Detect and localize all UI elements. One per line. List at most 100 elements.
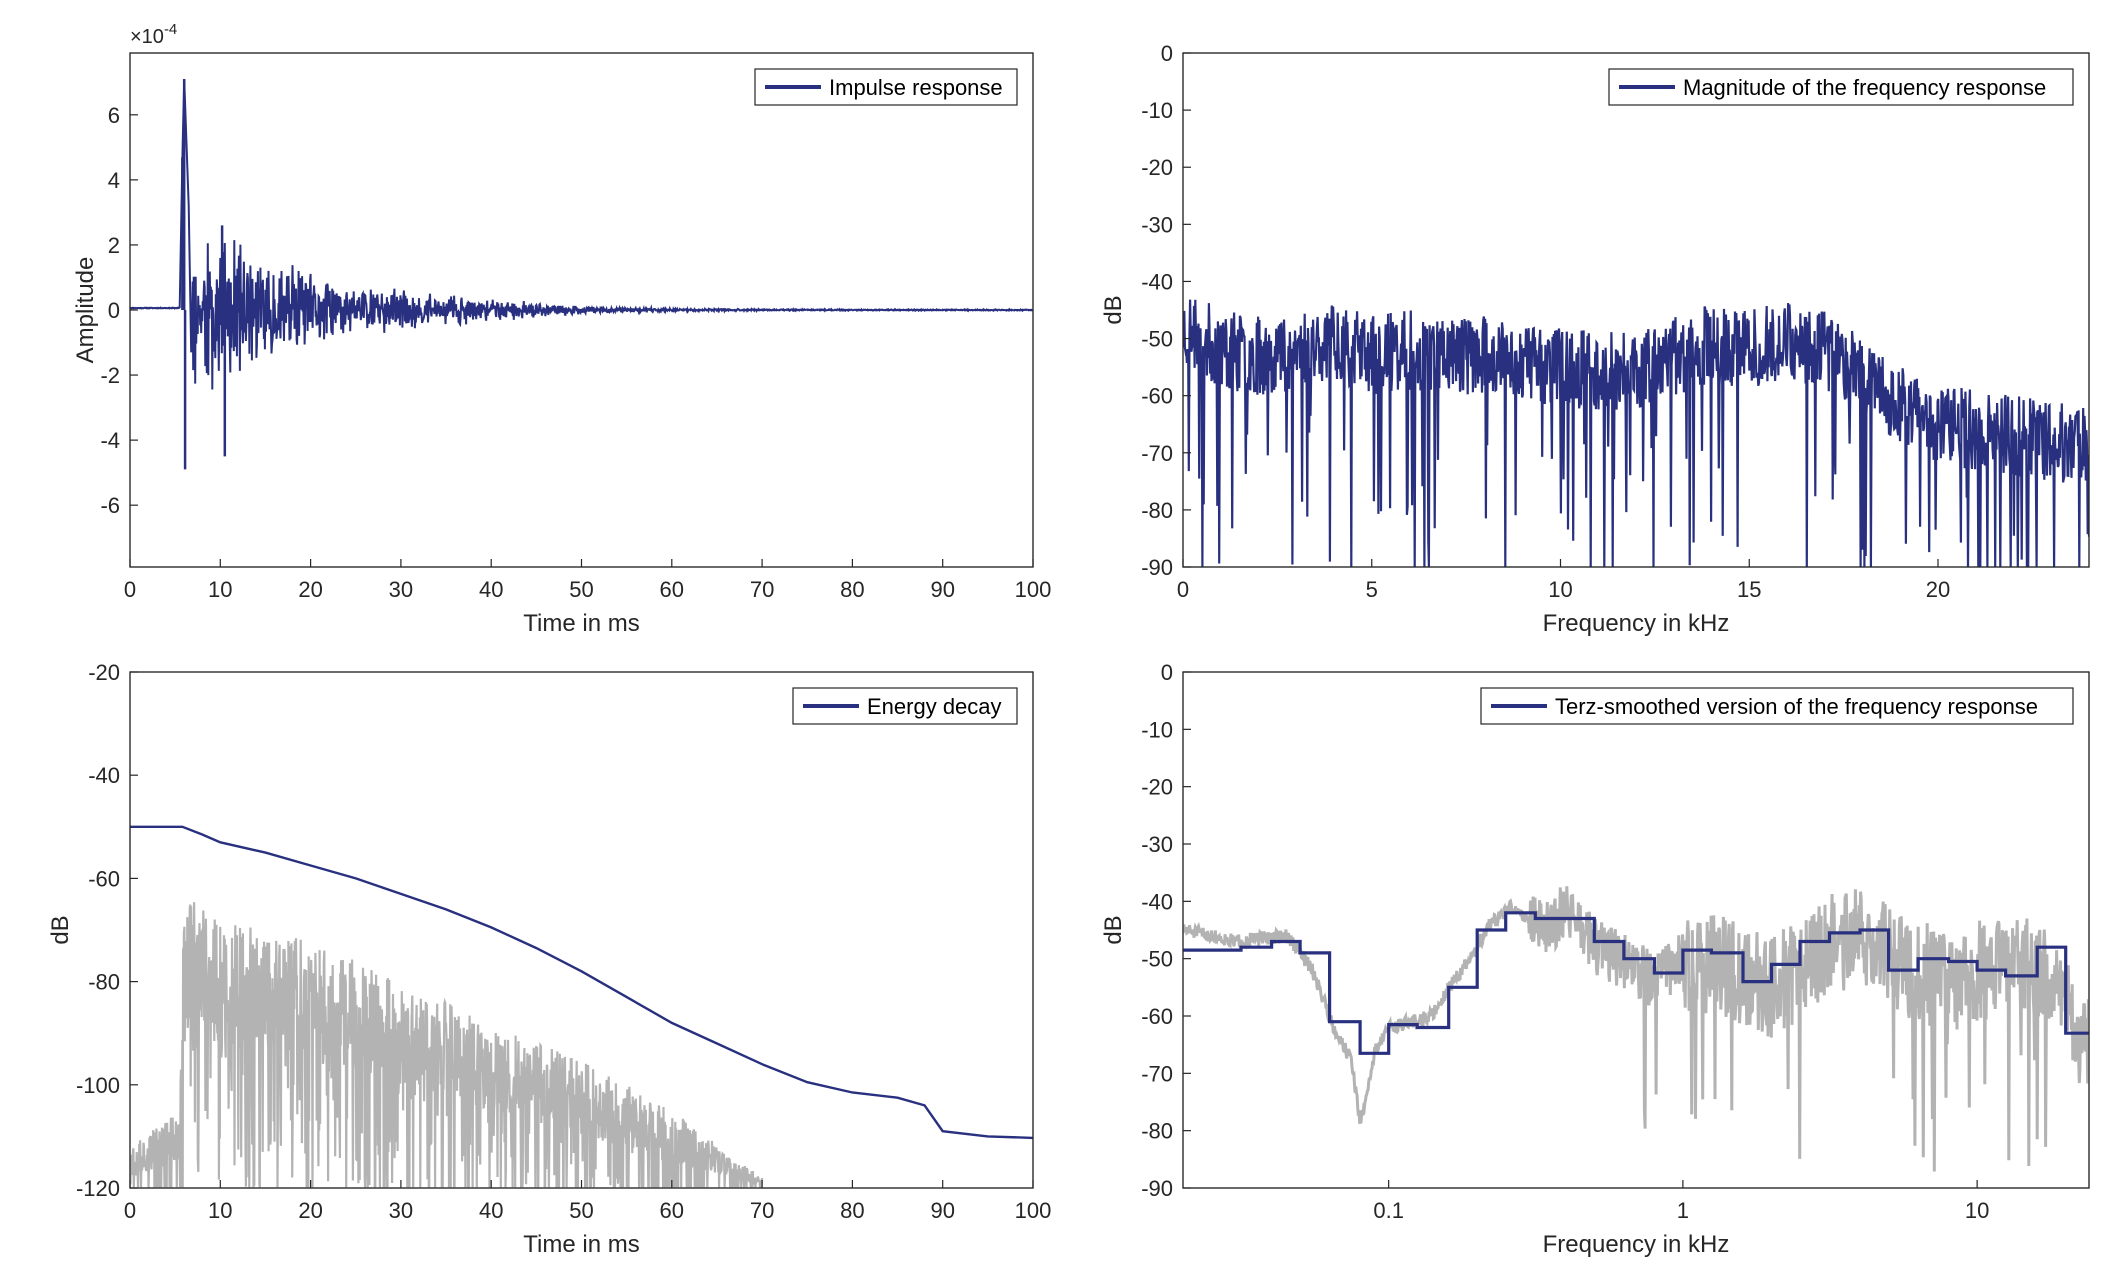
- energy-legend: Energy decay: [792, 687, 1018, 725]
- y-tick-label: -90: [1141, 555, 1173, 580]
- y-tick-label: 0: [108, 298, 120, 323]
- y-tick-label: 0: [1161, 660, 1173, 685]
- magnitude-legend-label: Magnitude of the frequency response: [1683, 75, 2046, 100]
- x-tick-label: 0: [124, 577, 136, 602]
- x-tick-label: 90: [930, 577, 954, 602]
- impulse-legend-label: Impulse response: [829, 75, 1003, 100]
- x-tick-label: 30: [389, 577, 413, 602]
- x-tick-label: 20: [298, 1198, 322, 1223]
- x-tick-label: 40: [479, 1198, 503, 1223]
- energy-decay-panel: Time in ms dB 0 10 20 30 40 50 60 70 80 90 100 -20 -…: [47, 660, 1051, 1258]
- y-tick-label: -40: [88, 763, 120, 788]
- magnitude-panel: Frequency in kHz dB 0 5 10 15 20 0 -10 -20 -30 -4…: [1100, 41, 2090, 637]
- y-tick-label: -60: [1141, 1004, 1173, 1029]
- axes-frame: [1182, 671, 2090, 1189]
- impulse-ticks: 0 10 20 30 40 50 60 70 80 90 100 -6 -4 -2 0 2 4 6: [100, 103, 1051, 602]
- x-tick-label: 60: [660, 577, 684, 602]
- energy-x-axis-label: Time in ms: [523, 1231, 639, 1258]
- terz-smoothed-line: [1183, 911, 2089, 1055]
- y-tick-label: -90: [1141, 1176, 1173, 1201]
- magnitude-x-axis-label: Frequency in kHz: [1543, 610, 1730, 637]
- x-tick-label: 60: [660, 1198, 684, 1223]
- y-tick-label: -80: [88, 970, 120, 995]
- y-tick-label: 6: [108, 103, 120, 128]
- terz-plot: [1183, 886, 2089, 1172]
- y-tick-label: -30: [1141, 212, 1173, 237]
- x-tick-label: 10: [1965, 1198, 1989, 1223]
- energy-ticks: 0 10 20 30 40 50 60 70 80 90 100 -20 -40 -60 -80 -100 -1…: [76, 660, 1051, 1223]
- magnitude-y-axis-label: dB: [1100, 295, 1127, 324]
- y-tick-label: -20: [1141, 775, 1173, 800]
- impulse-plot: [130, 78, 1033, 470]
- terz-x-axis-label: Frequency in kHz: [1543, 1231, 1730, 1258]
- x-tick-label: 100: [1015, 1198, 1052, 1223]
- y-tick-label: -50: [1141, 327, 1173, 352]
- energy-raw-line: [130, 902, 764, 1188]
- impulse-response-line: [130, 78, 1033, 390]
- x-tick-label: 80: [840, 577, 864, 602]
- magnitude-response-line: [1183, 299, 2089, 567]
- y-tick-label: -10: [1141, 717, 1173, 742]
- y-tick-label: -80: [1141, 1119, 1173, 1144]
- y-tick-label: -60: [88, 866, 120, 891]
- y-tick-label: 2: [108, 233, 120, 258]
- y-tick-label: -30: [1141, 832, 1173, 857]
- x-tick-label: 0.1: [1373, 1198, 1404, 1223]
- x-tick-label: 80: [840, 1198, 864, 1223]
- y-tick-label: -4: [100, 428, 120, 453]
- x-tick-label: 10: [208, 577, 232, 602]
- impulse-x-axis-label: Time in ms: [523, 610, 639, 637]
- x-tick-label: 5: [1366, 577, 1378, 602]
- impulse-legend: Impulse response: [754, 68, 1018, 106]
- terz-legend: Terz-smoothed version of the frequency r…: [1480, 687, 2074, 725]
- y-tick-label: -40: [1141, 889, 1173, 914]
- y-tick-label: 4: [108, 168, 120, 193]
- x-tick-label: 0: [1177, 577, 1189, 602]
- x-tick-label: 10: [1548, 577, 1572, 602]
- x-tick-label: 90: [930, 1198, 954, 1223]
- y-tick-label: -50: [1141, 947, 1173, 972]
- terz-y-axis-label: dB: [1100, 915, 1127, 944]
- energy-plot: [130, 825, 1033, 1188]
- energy-legend-label: Energy decay: [867, 694, 1002, 719]
- y-tick-label: -6: [100, 493, 120, 518]
- x-tick-label: 40: [479, 577, 503, 602]
- y-tick-label: -10: [1141, 98, 1173, 123]
- y-tick-label: -40: [1141, 269, 1173, 294]
- y-tick-label: 0: [1161, 41, 1173, 66]
- x-tick-label: 50: [569, 577, 593, 602]
- energy-decay-line: [130, 825, 1033, 1140]
- x-tick-label: 0: [124, 1198, 136, 1223]
- x-tick-label: 15: [1737, 577, 1761, 602]
- terz-smoothed-panel: Frequency in kHz dB 0.1 1 10 0 -10 -20 -30 -40 -…: [1100, 660, 2090, 1258]
- y-tick-label: -20: [88, 660, 120, 685]
- terz-legend-label: Terz-smoothed version of the frequency r…: [1555, 694, 2038, 719]
- x-tick-label: 1: [1677, 1198, 1689, 1223]
- impulse-exponent-label: ×10-4: [130, 21, 177, 48]
- terz-ticks: 0.1 1 10 0 -10 -20 -30 -40 -50 -60 -70 -80 -90: [1141, 660, 1989, 1223]
- x-tick-label: 10: [208, 1198, 232, 1223]
- x-tick-label: 50: [569, 1198, 593, 1223]
- magnitude-ticks: 0 5 10 15 20 0 -10 -20 -30 -40 -50 -60 -70 -80 -90: [1141, 41, 1950, 602]
- y-tick-label: -60: [1141, 384, 1173, 409]
- magnitude-axes: [1182, 52, 2090, 568]
- x-tick-label: 30: [389, 1198, 413, 1223]
- energy-y-axis-label: dB: [47, 915, 74, 944]
- magnitude-legend: Magnitude of the frequency response: [1608, 68, 2074, 106]
- y-tick-label: -20: [1141, 155, 1173, 180]
- x-tick-label: 20: [298, 577, 322, 602]
- y-tick-label: -2: [100, 363, 120, 388]
- y-tick-label: -70: [1141, 441, 1173, 466]
- y-tick-label: -70: [1141, 1061, 1173, 1086]
- axes-frame: [1182, 52, 2090, 568]
- impulse-response-panel: Time in ms Amplitude ×10-4 0 10 20 30 40 50 60…: [72, 21, 1051, 637]
- impulse-y-axis-label: Amplitude: [72, 257, 99, 364]
- y-tick-label: -80: [1141, 498, 1173, 523]
- x-tick-label: 100: [1015, 577, 1052, 602]
- magnitude-plot: [1183, 299, 2089, 567]
- x-tick-label: 70: [750, 1198, 774, 1223]
- magnitude-legend-box: [1608, 68, 2074, 106]
- terz-axes: [1182, 671, 2090, 1189]
- x-tick-label: 70: [750, 577, 774, 602]
